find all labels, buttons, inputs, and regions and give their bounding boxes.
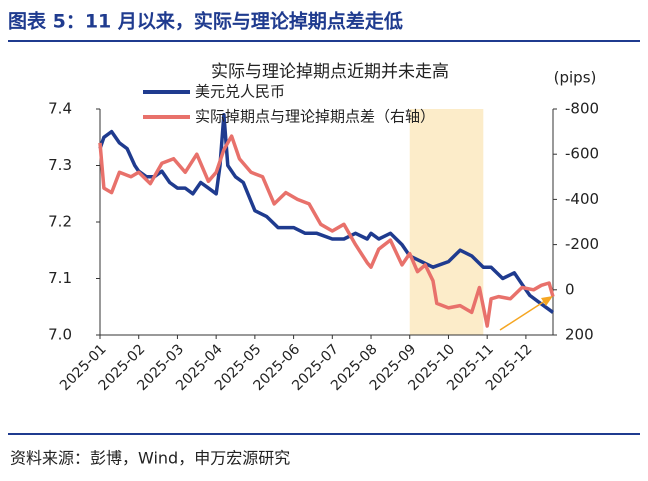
y-tick-label: 7.2 bbox=[48, 213, 72, 231]
header-title: 图表 5：11 月以来，实际与理论掉期点差走低 bbox=[8, 10, 403, 33]
y2-label: (pips) bbox=[554, 69, 597, 87]
y-tick-label: 7.1 bbox=[48, 269, 72, 287]
y2-tick-label: -200 bbox=[565, 235, 599, 253]
y2-tick-label: 200 bbox=[565, 326, 594, 344]
annotation-arrow bbox=[499, 298, 549, 331]
legend-label: 实际掉期点与理论掉期点差（右轴） bbox=[195, 108, 435, 126]
series-line bbox=[98, 134, 555, 328]
y2-tick-label: -400 bbox=[565, 190, 599, 208]
highlight-region bbox=[409, 109, 484, 335]
y-tick-label: 7.4 bbox=[48, 100, 72, 118]
source: 资料来源：彭博，Wind，申万宏源研究 bbox=[10, 449, 290, 468]
legend-label: 美元兑人民币 bbox=[195, 83, 285, 101]
y2-tick-label: 0 bbox=[565, 280, 575, 298]
y-tick-label: 7.3 bbox=[48, 156, 72, 174]
chart-title: 实际与理论掉期点近期并未走高 bbox=[211, 62, 449, 82]
annotation-arrowhead bbox=[541, 296, 553, 306]
series-line bbox=[98, 112, 555, 314]
y2-tick-label: -800 bbox=[565, 100, 599, 118]
y-tick-label: 7.0 bbox=[48, 326, 72, 344]
y2-tick-label: -600 bbox=[565, 145, 599, 163]
plot: 7.07.17.27.37.42000-200-400-600-8002025-… bbox=[48, 83, 599, 395]
